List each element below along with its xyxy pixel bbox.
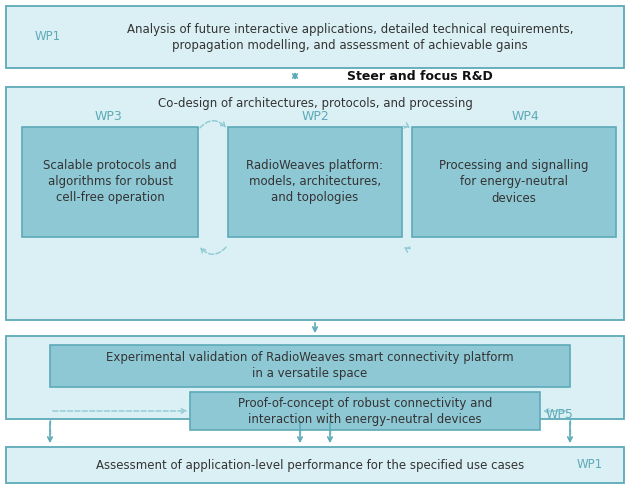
FancyArrowPatch shape [200, 121, 225, 128]
Text: WP5: WP5 [546, 408, 574, 422]
Bar [22, 127, 198, 237]
Text: Assessment of application-level performance for the specified use cases: Assessment of application-level performa… [96, 458, 524, 471]
Bar [6, 447, 624, 483]
Text: Analysis of future interactive applications, detailed technical requirements,
pr: Analysis of future interactive applicati… [127, 22, 573, 51]
Text: Co-design of architectures, protocols, and processing: Co-design of architectures, protocols, a… [158, 97, 472, 110]
FancyArrowPatch shape [201, 247, 226, 254]
Text: Scalable protocols and
algorithms for robust
cell-free operation: Scalable protocols and algorithms for ro… [43, 160, 177, 205]
Text: WP1: WP1 [577, 458, 603, 471]
Text: Processing and signalling
for energy-neutral
devices: Processing and signalling for energy-neu… [439, 160, 589, 205]
Bar [50, 345, 570, 387]
Bar [412, 127, 616, 237]
Text: WP3: WP3 [94, 110, 122, 123]
Text: WP1: WP1 [35, 30, 61, 44]
Text: Experimental validation of RadioWeaves smart connectivity platform
in a versatil: Experimental validation of RadioWeaves s… [106, 351, 514, 380]
Bar [190, 392, 540, 430]
Bar [6, 336, 624, 419]
Text: WP4: WP4 [511, 110, 539, 123]
Bar [228, 127, 402, 237]
FancyArrowPatch shape [405, 247, 410, 252]
Text: Proof-of-concept of robust connectivity and
interaction with energy-neutral devi: Proof-of-concept of robust connectivity … [238, 396, 492, 425]
Text: RadioWeaves platform:
models, architectures,
and topologies: RadioWeaves platform: models, architectu… [246, 160, 384, 205]
FancyArrowPatch shape [404, 123, 409, 128]
Bar [6, 87, 624, 320]
Text: WP2: WP2 [301, 110, 329, 123]
Text: Steer and focus R&D: Steer and focus R&D [347, 70, 493, 82]
Bar [6, 6, 624, 68]
